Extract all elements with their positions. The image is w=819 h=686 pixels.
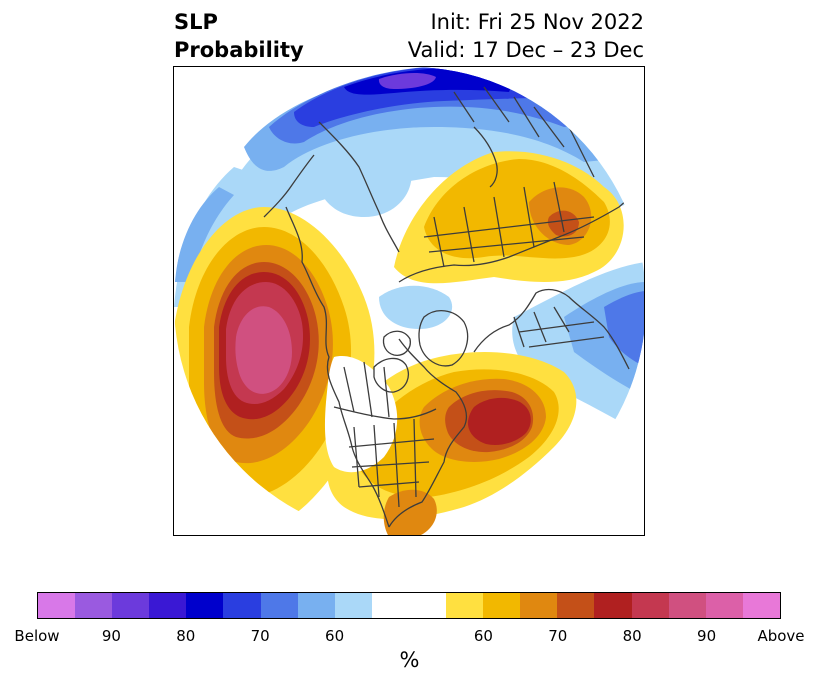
globe: [174, 67, 644, 535]
title-right: Init: Fri 25 Nov 2022 Valid: 17 Dec – 23…: [408, 8, 644, 64]
border-canada-provinces: [343, 361, 390, 418]
title-field: Probability: [174, 38, 304, 62]
map-panel: [173, 66, 645, 536]
colorbar-segment: [520, 593, 558, 618]
colorbar-segment: [631, 593, 669, 618]
colorbar-segment: [186, 593, 224, 618]
colorbar-tick-labels: Below 90 80 70 60 60 70 80 90 Above: [0, 627, 819, 647]
border-us-canada: [333, 406, 437, 420]
colorbar-segment: [334, 593, 372, 618]
colorbar-segment: [297, 593, 335, 618]
colorbar-tick-label: 90: [697, 627, 717, 645]
coastline-arctic-islands: [382, 330, 411, 356]
colorbar-segment: [483, 593, 521, 618]
probability-map: [174, 67, 644, 535]
colorbar-segment: [408, 593, 447, 618]
colorbar-unit: %: [399, 648, 420, 672]
colorbar-segment: [38, 593, 76, 618]
coastline-asia-east: [318, 121, 400, 253]
coastline-japan: [473, 126, 498, 188]
border-europe-countries: [513, 306, 605, 348]
colorbar-tick-label: 90: [101, 627, 121, 645]
blue-light-arctic: [379, 285, 453, 329]
init-date: Init: Fri 25 Nov 2022: [430, 10, 644, 34]
colorbar-tick-label: Above: [757, 627, 805, 645]
colorbar-tick-label: 60: [325, 627, 345, 645]
coastline-asia-north: [398, 176, 643, 283]
colorbar-segment: [112, 593, 150, 618]
blue-light-canada: [314, 150, 412, 217]
orange-region-gulf: [383, 489, 437, 535]
colorbar-segment: [75, 593, 113, 618]
colorbar-segment: [260, 593, 298, 618]
colorbar-tick-label: Below: [14, 627, 60, 645]
title-variable: SLP: [174, 10, 218, 34]
burnt-region-eurasia: [547, 210, 579, 237]
colorbar-tick-label: 80: [176, 627, 196, 645]
colorbar-segment: [223, 593, 261, 618]
coastline-greenland: [418, 310, 469, 367]
title-left: SLP Probability: [174, 8, 304, 64]
neutral-region-north-america: [324, 356, 398, 473]
border-russia-internal: [423, 181, 595, 268]
coastline-north-america-east: [388, 338, 468, 528]
colorbar-segment: [371, 593, 409, 618]
blue-east: [604, 291, 644, 367]
colorbar: [37, 592, 781, 619]
coastline-alaska: [263, 154, 315, 218]
coastline-hudson-bay: [373, 357, 409, 393]
colorbar-tick-label: 70: [250, 627, 270, 645]
blue-mid-band-west: [174, 187, 234, 282]
blue-violet-core-north: [378, 73, 436, 89]
coastline-europe: [473, 288, 630, 370]
colorbar-tick-label: 80: [622, 627, 642, 645]
coastline-north-america-west: [285, 206, 390, 528]
colorbar-segment: [668, 593, 706, 618]
valid-range: Valid: 17 Dec – 23 Dec: [407, 38, 644, 62]
coastlines: [263, 86, 643, 528]
colorbar-segment: [557, 593, 595, 618]
colorbar-segment: [742, 593, 780, 618]
red-core-atlantic: [467, 397, 531, 445]
colorbar-segment: [446, 593, 484, 618]
colorbar-segment: [149, 593, 187, 618]
pink-core-pacific: [235, 306, 292, 394]
colorbar-tick-label: 60: [473, 627, 493, 645]
colorbar-tick-label: 70: [548, 627, 568, 645]
border-us-states: [348, 418, 435, 508]
colorbar-segment: [705, 593, 743, 618]
colorbar-segment: [594, 593, 632, 618]
